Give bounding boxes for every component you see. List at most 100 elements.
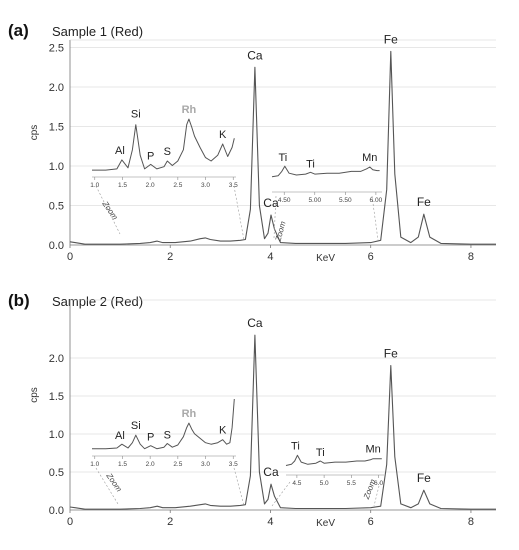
spectrum-line xyxy=(69,334,496,510)
inset-spectrum-line xyxy=(285,454,382,466)
inset-peak-label-rh: Rh xyxy=(182,408,197,420)
inset-peak-label-p: P xyxy=(147,150,154,162)
x-tick-label: 2 xyxy=(167,251,173,263)
x-tick-label: 8 xyxy=(468,516,474,528)
inset-x-tick-label: 2.0 xyxy=(146,182,155,189)
y-tick-label: 2.0 xyxy=(49,82,64,94)
x-tick-label: 6 xyxy=(368,516,374,528)
y-tick-label: 1.5 xyxy=(49,391,64,403)
inset-peak-label-p: P xyxy=(147,432,154,444)
inset-x-tick-label: 1.5 xyxy=(118,182,127,189)
inset-x-tick-label: 2.0 xyxy=(146,461,155,468)
inset-peak-label-ti: Ti xyxy=(291,440,300,452)
zoom-inset: 4.50 5.00 5.50 6.00 Ti Ti Mn xyxy=(271,152,383,204)
inset-x-tick-label: 3.5 xyxy=(229,182,238,189)
zoom-leader-line xyxy=(233,185,245,241)
zoom-leader-line xyxy=(371,195,379,241)
y-tick-label: 0.0 xyxy=(49,505,64,517)
y-tick-label: 0.5 xyxy=(49,201,64,213)
zoom-leader-line xyxy=(233,467,245,507)
x-tick-label: 2 xyxy=(167,516,173,528)
inset-x-tick-label: 1.0 xyxy=(90,461,99,468)
inset-peak-label-mn: Mn xyxy=(362,152,377,164)
inset-x-tick-label: 1.0 xyxy=(90,182,99,189)
inset-peak-label-k: K xyxy=(219,425,227,437)
peak-label-ca: Ca xyxy=(263,196,279,210)
zoom-inset: 4.5 5.0 5.5 6.0 Ti Ti Mn xyxy=(285,440,384,487)
inset-x-tick-label: 1.5 xyxy=(118,461,127,468)
inset-peak-label-si: Si xyxy=(131,109,141,121)
zoom-annotation: Zoom xyxy=(273,220,287,243)
peak-label-ca: Ca xyxy=(247,316,263,330)
inset-x-tick-label: 3.0 xyxy=(201,461,210,468)
y-tick-label: 0.5 xyxy=(49,467,64,479)
zoom-leader-line xyxy=(271,481,291,507)
inset-x-tick-label: 3.0 xyxy=(201,182,210,189)
spectrum-line xyxy=(69,50,496,245)
y-axis-label: cps xyxy=(29,125,40,141)
zoom-inset: 1.0 1.5 2.0 2.5 3.0 3.5 Al Si P S Rh K xyxy=(90,398,238,468)
zoom-annotation: Zoom xyxy=(362,478,378,502)
peak-label-fe: Fe xyxy=(417,471,431,485)
zoom-annotation: Zoom xyxy=(104,471,124,494)
inset-x-tick-label: 5.5 xyxy=(347,480,356,487)
peak-label-fe: Fe xyxy=(384,347,398,361)
inset-peak-label-ti: Ti xyxy=(316,447,325,459)
panel-title: Sample 1 (Red) xyxy=(52,24,143,39)
x-tick-label: 0 xyxy=(67,251,73,263)
zoom-leader-line xyxy=(373,481,381,507)
zoom-leader-line xyxy=(95,185,121,235)
inset-x-tick-label: 2.5 xyxy=(173,182,182,189)
inset-peak-label-s: S xyxy=(164,146,171,158)
panel-title: Sample 2 (Red) xyxy=(52,294,143,309)
y-tick-label: 1.5 xyxy=(49,122,64,134)
y-tick-label: 2.0 xyxy=(49,353,64,365)
inset-x-tick-label: 4.50 xyxy=(278,197,291,204)
inset-peak-label-s: S xyxy=(164,429,171,441)
peak-label-fe: Fe xyxy=(417,195,431,209)
inset-peak-label-ti: Ti xyxy=(306,158,315,170)
zoom-inset: 1.0 1.5 2.0 2.5 3.0 3.5 Al Si P S Rh K xyxy=(90,104,238,189)
x-tick-label: 6 xyxy=(368,251,374,263)
y-axis-label: cps xyxy=(29,387,40,403)
inset-peak-label-al: Al xyxy=(115,145,125,157)
x-tick-label: 4 xyxy=(267,251,273,263)
inset-peak-label-ti: Ti xyxy=(278,152,287,164)
inset-peak-label-al: Al xyxy=(115,430,125,442)
inset-x-tick-label: 6.0 xyxy=(374,480,383,487)
peak-label-ca: Ca xyxy=(247,48,263,62)
spectrum-panel-a: (a) Sample 1 (Red) 0.0 0.5 1.0 1.5 2.0 2.5 cps 0 2… xyxy=(8,21,496,264)
y-tick-label: 1.0 xyxy=(49,161,64,173)
x-axis-label: KeV xyxy=(316,253,335,264)
spectrum-panel-b: (b) Sample 2 (Red) 0.0 0.5 1.0 1.5 2.0 cps 0 2 4 6 8… xyxy=(8,291,496,529)
inset-peak-label-k: K xyxy=(219,129,227,141)
inset-x-tick-label: 3.5 xyxy=(229,461,238,468)
zoom-leader-line xyxy=(95,467,119,505)
zoom-leader-line xyxy=(273,195,277,239)
y-tick-label: 0.0 xyxy=(49,240,64,252)
x-tick-label: 4 xyxy=(267,516,273,528)
inset-x-tick-label: 5.00 xyxy=(308,197,321,204)
inset-peak-label-mn: Mn xyxy=(365,444,380,456)
panel-letter: (b) xyxy=(8,291,30,310)
inset-x-tick-label: 5.0 xyxy=(320,480,329,487)
x-tick-label: 0 xyxy=(67,516,73,528)
x-axis-label: KeV xyxy=(316,518,335,529)
zoom-annotation: Zoom xyxy=(100,199,120,222)
inset-peak-label-si: Si xyxy=(131,420,141,432)
peak-label-ca: Ca xyxy=(263,465,279,479)
inset-x-tick-label: 5.50 xyxy=(339,197,352,204)
y-tick-label: 1.0 xyxy=(49,429,64,441)
inset-x-tick-label: 6.00 xyxy=(370,197,383,204)
inset-peak-label-rh: Rh xyxy=(182,104,197,116)
y-tick-label: 2.5 xyxy=(49,43,64,55)
panel-letter: (a) xyxy=(8,21,29,40)
inset-x-tick-label: 2.5 xyxy=(173,461,182,468)
inset-spectrum-line xyxy=(271,165,380,178)
inset-x-tick-label: 4.5 xyxy=(292,480,301,487)
x-tick-label: 8 xyxy=(468,251,474,263)
peak-label-fe: Fe xyxy=(384,32,398,46)
inset-spectrum-line xyxy=(92,398,235,450)
inset-spectrum-line xyxy=(92,118,235,171)
